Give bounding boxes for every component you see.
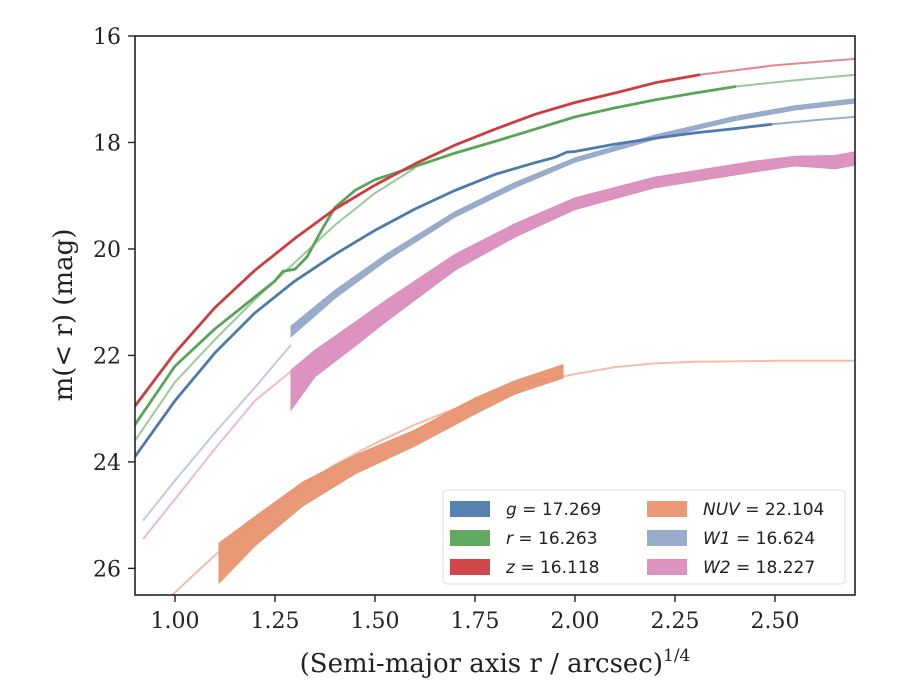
y-tick-label: 26 (93, 557, 121, 582)
ticks-layer: 1.00 1.25 1.50 1.75 2.00 2.25 2.50 16 18 20 22 24 26 (93, 25, 799, 634)
series-z-measured-line (135, 73, 701, 408)
legend-label-r: r = 16.263 (506, 529, 598, 549)
legend-value-w1: = 16.624 (731, 529, 816, 549)
plot-frame (134, 35, 856, 596)
legend-label-w2: W2 = 18.227 (703, 558, 815, 578)
y-tick-label: 22 (93, 344, 121, 369)
series-nuv-band (218, 364, 564, 585)
x-tick-label: 1.75 (451, 609, 500, 634)
legend-value-g: = 17.269 (517, 500, 602, 520)
legend-label-w1: W1 = 16.624 (703, 529, 815, 549)
x-tick-label: 2.25 (651, 609, 700, 634)
legend-frame (442, 489, 846, 585)
legend-label-nuv: NUV = 22.104 (703, 500, 824, 520)
legend-swatch-w1 (647, 530, 687, 546)
x-tick-label: 2.50 (751, 609, 800, 634)
legend-value-z: = 16.118 (515, 558, 600, 578)
y-tick-label: 18 (93, 131, 121, 156)
series-w1 (142, 98, 855, 522)
series-w1-model-line (142, 344, 292, 522)
series-g (135, 115, 855, 458)
x-axis-label-exponent: 1/4 (663, 646, 690, 666)
x-tick-label: 1.50 (351, 609, 400, 634)
series-g-model-line (770, 115, 855, 126)
legend-variable-w1: W1 (703, 529, 731, 549)
legend-value-w2: = 18.227 (731, 558, 816, 578)
legend-swatch-w2 (647, 559, 687, 575)
series-g-measured-line (135, 123, 773, 458)
legend-swatch-nuv (647, 501, 687, 517)
series-r-model-line (734, 73, 855, 88)
series-w2 (142, 151, 855, 540)
y-axis-label: m(< r) (mag) (49, 229, 79, 402)
legend-variable-z: z (505, 558, 516, 578)
y-tick-label: 16 (93, 25, 121, 50)
legend-swatch-r (450, 530, 490, 546)
x-tick-label: 1.00 (151, 609, 200, 634)
y-tick-label: 24 (93, 451, 121, 476)
series-w2-band (290, 151, 855, 412)
y-tick-label: 20 (93, 238, 121, 263)
series-w1-band (290, 98, 855, 338)
legend-label-z: z = 16.118 (505, 558, 599, 578)
x-tick-label: 1.25 (251, 609, 300, 634)
legend-value-nuv: = 22.104 (740, 500, 825, 520)
series-z-model-line (698, 57, 855, 76)
x-tick-label: 2.00 (551, 609, 600, 634)
series-r (135, 73, 855, 442)
legend-swatch-z (450, 559, 490, 575)
series-nuv (170, 359, 855, 595)
legend-variable-w2: W2 (703, 558, 731, 578)
series-layer (135, 57, 855, 595)
series-z (135, 57, 855, 408)
x-axis-label-main: (Semi-major axis r / arcsec) (300, 649, 663, 679)
legend-swatch-g (450, 501, 490, 517)
series-r-measured-line (135, 85, 737, 426)
legend-variable-r: r (506, 529, 514, 549)
legend-variable-g: g (506, 500, 517, 520)
x-axis-label: (Semi-major axis r / arcsec)1/4 (300, 646, 691, 679)
series-w2-model-line (142, 370, 292, 540)
legend-label-g: g = 17.269 (506, 500, 601, 520)
legend-variable-nuv: NUV (703, 500, 741, 520)
legend-value-r: = 16.263 (513, 529, 598, 549)
